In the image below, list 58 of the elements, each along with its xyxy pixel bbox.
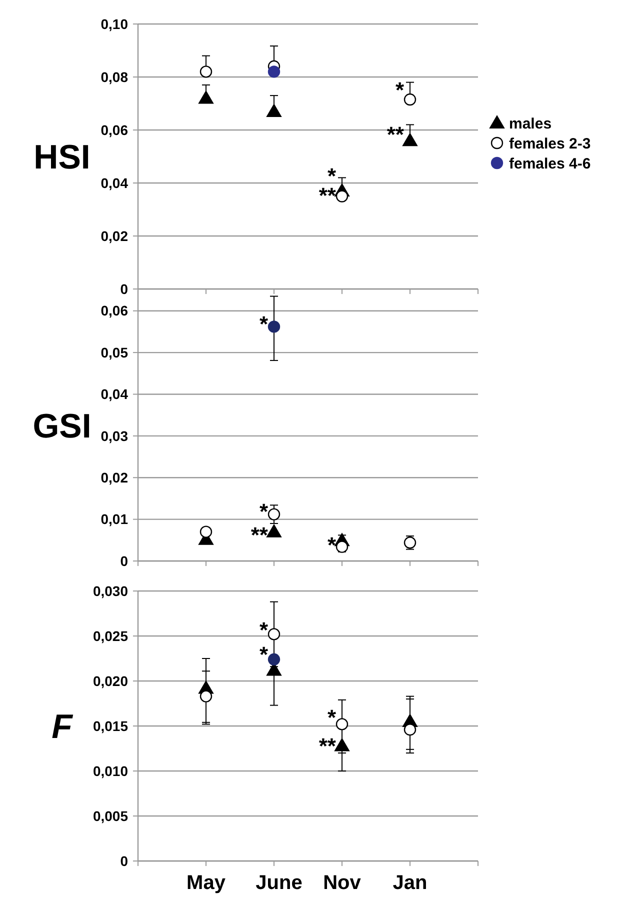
y-tick-label: 0,015: [92, 718, 128, 734]
y-tick-label: 0,10: [100, 16, 128, 32]
annotation: **: [386, 122, 404, 147]
y-axis-title: GSI: [32, 407, 92, 446]
y-tick-label: 0,005: [92, 808, 128, 824]
point: [266, 524, 282, 538]
x-tick-label: Jan: [392, 872, 428, 894]
point: [200, 690, 212, 702]
y-tick-label: 0,030: [92, 582, 128, 599]
y-tick-label: 0,01: [100, 511, 128, 528]
point: [268, 508, 280, 520]
point: [336, 190, 348, 202]
annotation: **: [318, 733, 336, 758]
point: [200, 526, 212, 538]
x-tick-label: May: [186, 872, 226, 894]
point: [198, 90, 214, 104]
y-axis-title: F: [52, 708, 74, 746]
y-tick-label: 0,06: [100, 122, 128, 138]
point: [268, 66, 280, 78]
y-tick-label: 0: [120, 280, 128, 297]
y-tick-label: 0,010: [92, 762, 128, 779]
legend-label: females 4-6: [509, 155, 591, 172]
y-tick-label: 0,08: [100, 68, 128, 85]
point: [336, 540, 348, 553]
point: [404, 724, 416, 736]
x-tick-label: June: [256, 872, 302, 894]
annotation: *: [395, 78, 404, 103]
point: [336, 718, 348, 730]
point: [334, 738, 350, 752]
y-tick-label: 0,04: [100, 386, 128, 402]
legend-label: females 2-3: [509, 135, 591, 152]
y-tick-label: 0: [120, 552, 128, 569]
y-tick-label: 0,04: [100, 174, 128, 191]
y-tick-label: 0,03: [100, 428, 128, 444]
point: [268, 628, 280, 640]
annotation: *: [327, 532, 336, 558]
y-tick-label: 0: [120, 852, 128, 869]
annotation: *: [327, 704, 336, 730]
annotation: *: [259, 642, 268, 667]
y-tick-label: 0,02: [100, 228, 128, 244]
point: [404, 93, 416, 106]
y-tick-label: 0,02: [100, 470, 128, 486]
point: [268, 653, 280, 666]
y-tick-label: 0,020: [92, 672, 128, 689]
y-tick-label: 0,025: [92, 628, 128, 644]
y-tick-label: 0,05: [100, 344, 128, 360]
annotation: *: [259, 618, 268, 642]
point: [268, 320, 280, 333]
annotation: *: [259, 499, 268, 524]
legend-label: males: [509, 115, 552, 132]
annotation: *: [259, 311, 268, 336]
x-tick-label: Nov: [323, 872, 362, 894]
y-axis-title: HSI: [34, 138, 90, 176]
point: [402, 133, 418, 146]
y-tick-label: 0,06: [100, 302, 128, 319]
point: [200, 66, 212, 78]
annotation: **: [250, 522, 268, 548]
point: [266, 104, 282, 117]
